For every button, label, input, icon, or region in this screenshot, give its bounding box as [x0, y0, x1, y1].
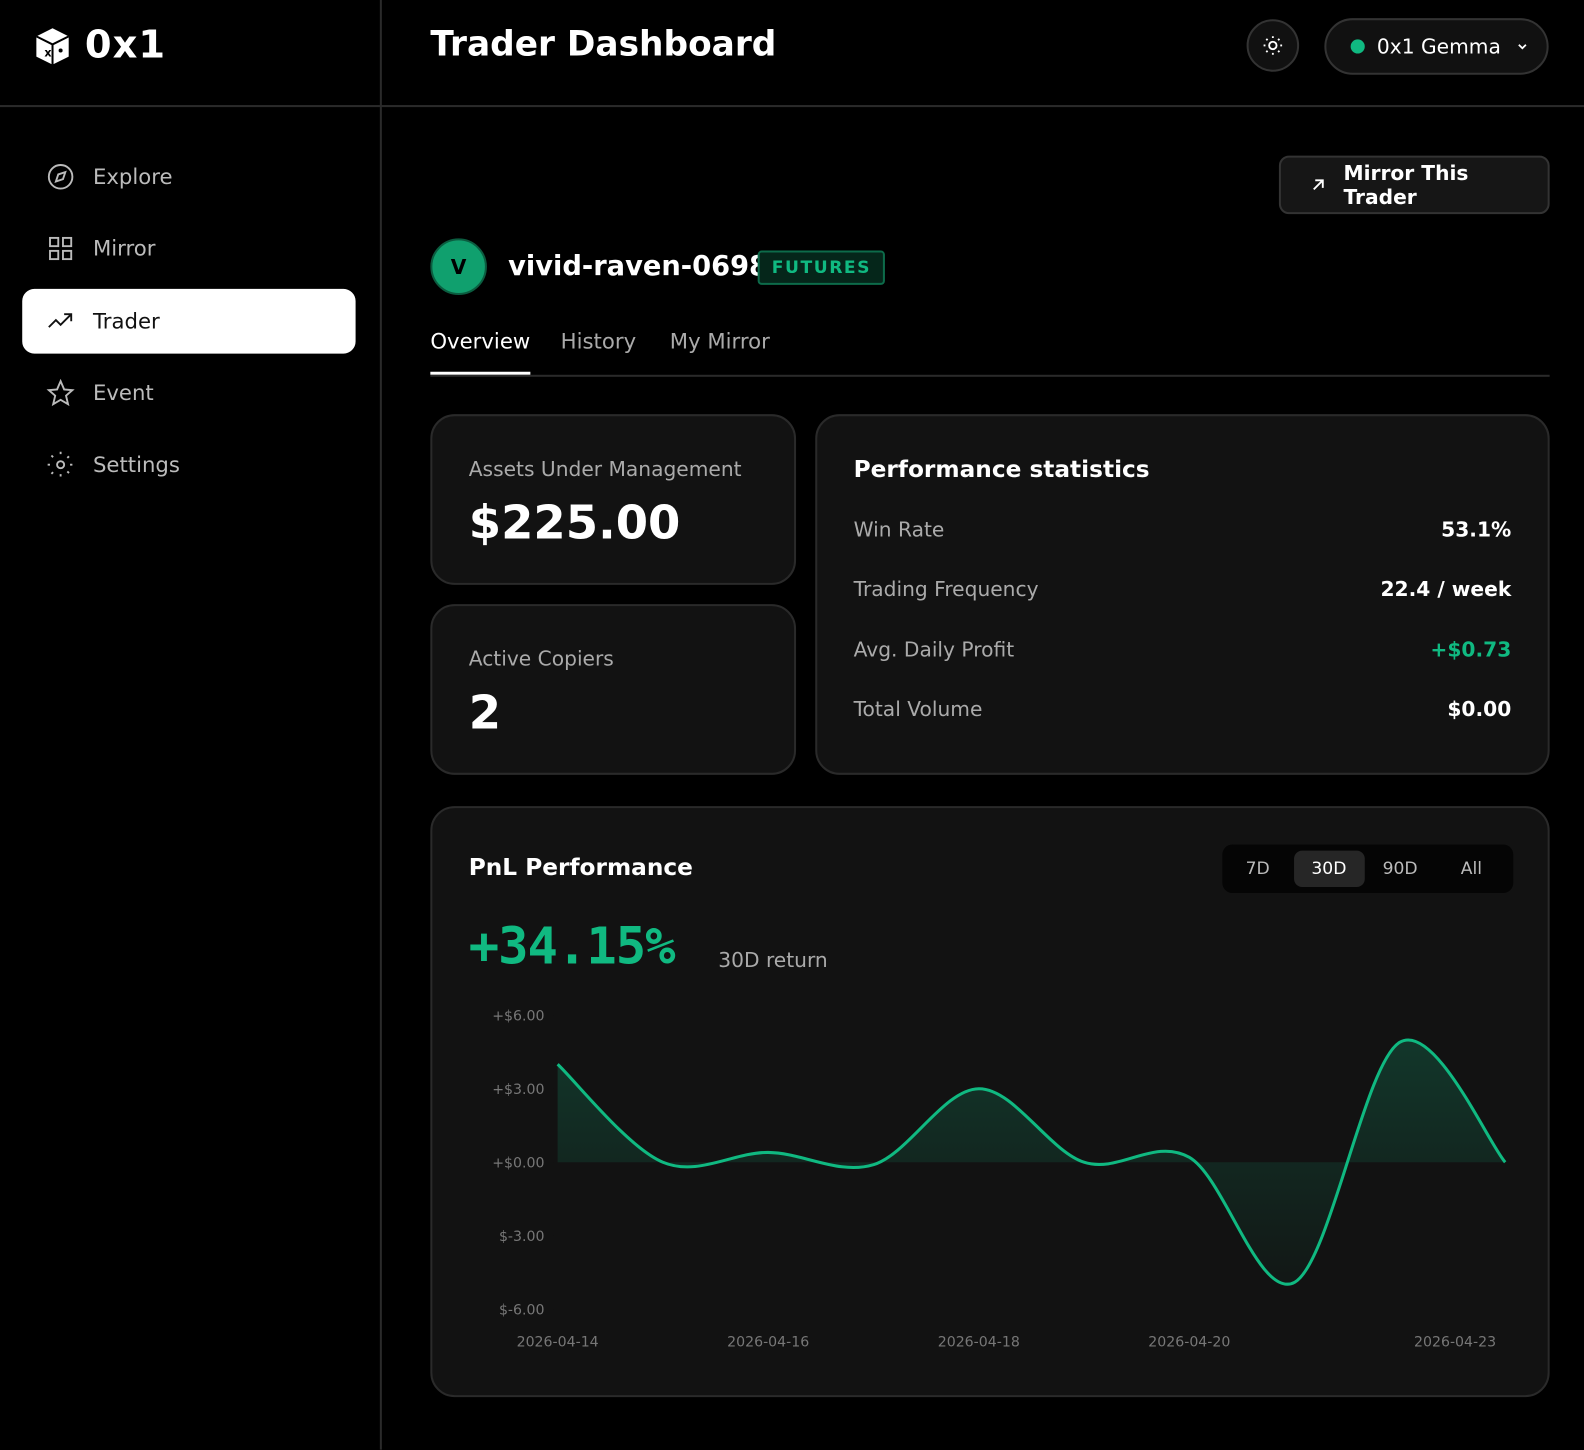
logo-text: 0x1	[84, 22, 167, 67]
tab[interactable]: History	[560, 329, 637, 354]
logo-icon: x	[35, 28, 70, 65]
nav-icon	[46, 378, 75, 406]
range-button[interactable]: All	[1460, 858, 1482, 879]
return-label: 30D return	[718, 947, 828, 972]
stats-card: Performance statistics Win Rate 53.1% Trad…	[815, 414, 1550, 775]
stat-row: Total Volume $0.00	[854, 697, 1512, 721]
copiers-card: Active Copiers 2	[430, 604, 797, 775]
arrow-icon	[1313, 179, 1324, 191]
trader-name: vivid-raven-0698	[508, 250, 769, 282]
range-button[interactable]: 7D	[1245, 858, 1270, 879]
status-dot	[1350, 39, 1365, 54]
return-value: +34.15%	[468, 917, 676, 976]
account-menu[interactable]: 0x1 Gemma	[1324, 18, 1549, 75]
mirror-button[interactable]: Mirror This Trader	[1278, 155, 1550, 215]
range-button[interactable]: 30D	[1293, 850, 1365, 887]
nav-label: Event	[92, 380, 154, 405]
stat-label: Avg. Daily Profit	[853, 637, 1015, 662]
stat-row: Avg. Daily Profit +$0.73	[854, 637, 1512, 661]
copiers-label: Active Copiers	[468, 646, 614, 671]
chart-title: PnL Performance	[468, 854, 693, 881]
stat-row: Win Rate 53.1%	[854, 517, 1512, 541]
nav-label: Explore	[92, 164, 173, 189]
stat-label: Trading Frequency	[853, 577, 1039, 602]
tabs-divider	[430, 374, 1550, 377]
chart-card: PnL Performance 7D 30D 90D All +34.15% 30D …	[430, 806, 1550, 1398]
stat-value: +$0.73	[1430, 637, 1512, 662]
sidebar-divider	[379, 0, 382, 1450]
nav-item[interactable]: Settings	[22, 433, 355, 498]
aum-value: $225.00	[468, 494, 681, 550]
chevron	[1517, 44, 1527, 50]
nav-icon	[47, 164, 74, 190]
aum-label: Assets Under Management	[468, 456, 742, 481]
nav-item[interactable]: Event	[22, 361, 355, 426]
badge: FUTURES	[757, 250, 886, 285]
stat-label: Win Rate	[853, 517, 945, 542]
tab[interactable]: Overview	[430, 329, 531, 354]
nav-item[interactable]: Trader	[22, 288, 356, 354]
nav-item[interactable]: Explore	[22, 144, 355, 209]
nav-label: Settings	[92, 452, 180, 478]
range-button[interactable]: 90D	[1382, 858, 1418, 879]
nav-icon	[47, 451, 74, 478]
nav-icon	[48, 312, 73, 328]
sun-icon	[1263, 36, 1283, 55]
tab[interactable]: My Mirror	[669, 329, 770, 354]
stats-title: Performance statistics	[853, 456, 1150, 483]
stat-label: Total Volume	[853, 696, 983, 722]
tab-underline	[430, 371, 531, 375]
nav-label: Mirror	[92, 236, 156, 261]
nav-item[interactable]: Mirror	[22, 216, 355, 281]
nav-label: Trader	[92, 308, 160, 333]
mirror-label: Mirror This Trader	[1343, 160, 1469, 210]
nav-icon	[49, 237, 73, 261]
stat-value: 22.4 / week	[1380, 577, 1512, 602]
account-name: 0x1 Gemma	[1376, 34, 1501, 59]
stat-value: $0.00	[1447, 696, 1512, 722]
aum-card: Assets Under Management $225.00	[430, 414, 797, 585]
header-divider	[0, 105, 1584, 108]
copiers-value: 2	[468, 684, 502, 740]
range-selector: 7D 30D 90D All	[1222, 844, 1514, 894]
stat-row: Trading Frequency 22.4 / week	[854, 577, 1512, 601]
avatar: V	[430, 238, 487, 295]
svg-text:x: x	[44, 47, 51, 60]
page-title: Trader Dashboard	[430, 24, 777, 65]
theme-toggle[interactable]	[1246, 19, 1300, 72]
stat-value: 53.1%	[1441, 517, 1512, 542]
